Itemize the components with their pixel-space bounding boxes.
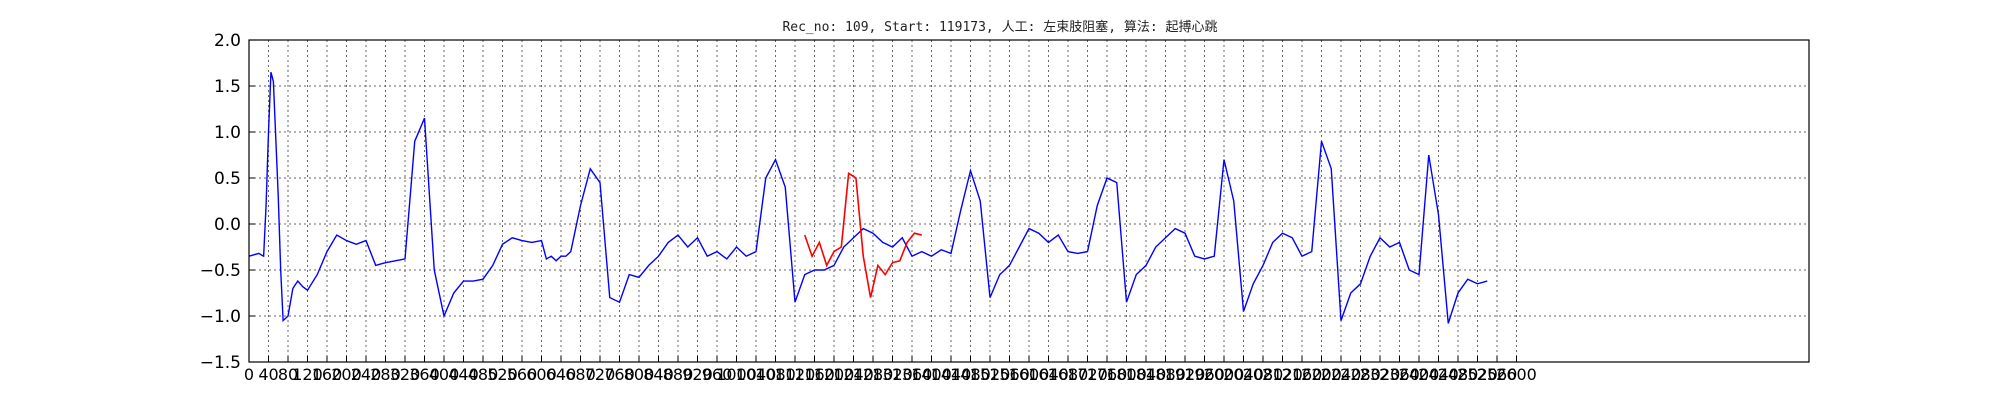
x-tick-label: 1200	[814, 365, 855, 384]
x-tick-label: 2160	[1282, 365, 1323, 384]
x-tick-label: 2440	[1418, 365, 1459, 384]
x-tick-label: 920	[682, 365, 713, 384]
x-tick-label: 1920	[1165, 365, 1206, 384]
y-tick-label: 2.0	[214, 31, 241, 51]
x-tick-label: 720	[585, 365, 616, 384]
x-tick-label: 1080	[755, 365, 796, 384]
series-layer	[248, 72, 1488, 324]
x-tick-label: 2400	[1399, 365, 1440, 384]
x-tick-label: 320	[390, 365, 421, 384]
y-tick-label: −1.5	[200, 353, 241, 373]
x-tick-label: 440	[448, 365, 479, 384]
x-tick-label: 200	[331, 365, 362, 384]
x-tick-label: 2480	[1438, 365, 1479, 384]
x-tick-label: 400	[429, 365, 460, 384]
x-tick-label: 1360	[892, 365, 933, 384]
series-line-extra	[931, 140, 1488, 324]
x-tick-label: 1480	[950, 365, 991, 384]
x-tick-label: 2080	[1243, 365, 1284, 384]
x-tick-label: 1520	[970, 365, 1011, 384]
x-tick-label: 640	[546, 365, 577, 384]
x-tick-label: 680	[565, 365, 596, 384]
highlight-segment	[803, 172, 922, 298]
x-tick-label: 160	[312, 365, 343, 384]
y-tick-label: 0.0	[214, 215, 241, 235]
y-tick-labels: −1.5 −1.0 −0.5 0.0 0.5 1.0 1.5 2.0	[200, 31, 255, 373]
x-tick-label: 1040	[736, 365, 777, 384]
x-tick-label: 2000	[1204, 365, 1245, 384]
x-tick-label: 1320	[872, 365, 913, 384]
x-tick-labels: 0 40 8012016020024028032036040044048052056…	[244, 356, 1537, 384]
x-tick-label: 1680	[1048, 365, 1089, 384]
x-tick-label: 2600	[1496, 365, 1537, 384]
x-tick-label: 560	[507, 365, 538, 384]
x-tick-label: 2320	[1360, 365, 1401, 384]
x-tick-label: 2280	[1340, 365, 1381, 384]
x-tick-label: 1280	[853, 365, 894, 384]
x-tick-label: 760	[604, 365, 635, 384]
y-tick-label: −1.0	[200, 307, 241, 327]
x-tick-label: 800	[624, 365, 655, 384]
chart-title: Rec_no: 109, Start: 119173, 人工: 左束肢阻塞, 算…	[782, 19, 1217, 35]
x-tick-label: 280	[370, 365, 401, 384]
x-tick-label: 40	[258, 365, 278, 384]
x-tick-label: 1120	[775, 365, 816, 384]
x-tick-label: 80	[278, 365, 298, 384]
x-tick-label: 1440	[931, 365, 972, 384]
x-tick-label: 2120	[1262, 365, 1303, 384]
x-tick-label: 1720	[1067, 365, 1108, 384]
x-tick-label: 1400	[911, 365, 952, 384]
y-tick-label: −0.5	[200, 261, 241, 281]
x-tick-label: 2040	[1223, 365, 1264, 384]
x-tick-label: 840	[643, 365, 674, 384]
x-tick-label: 2360	[1379, 365, 1420, 384]
series-line	[248, 72, 932, 323]
x-tick-label: 2200	[1301, 365, 1342, 384]
x-tick-label: 1640	[1028, 365, 1069, 384]
x-tick-label: 1000	[716, 365, 757, 384]
y-tick-label: 1.5	[214, 77, 241, 97]
x-tick-label: 1760	[1087, 365, 1128, 384]
x-tick-label: 600	[526, 365, 557, 384]
x-tick-label: 1840	[1126, 365, 1167, 384]
x-tick-label: 2520	[1457, 365, 1498, 384]
x-tick-label: 2560	[1477, 365, 1518, 384]
x-tick-label: 480	[468, 365, 499, 384]
y-tick-label: 0.5	[214, 169, 241, 189]
x-tick-label: 0	[244, 365, 254, 384]
x-tick-label: 1160	[794, 365, 835, 384]
x-tick-label: 880	[663, 365, 694, 384]
x-tick-label: 240	[351, 365, 382, 384]
x-tick-label: 1800	[1106, 365, 1147, 384]
x-tick-label: 1240	[833, 365, 874, 384]
x-tick-label: 520	[487, 365, 518, 384]
grid-x	[268, 40, 1517, 362]
x-tick-label: 1880	[1145, 365, 1186, 384]
x-tick-label: 120	[292, 365, 323, 384]
y-tick-label: 1.0	[214, 123, 241, 143]
x-tick-label: 2240	[1321, 365, 1362, 384]
x-tick-label: 1560	[989, 365, 1030, 384]
x-tick-label: 360	[409, 365, 440, 384]
x-tick-label: 1960	[1184, 365, 1225, 384]
x-tick-label: 1600	[1009, 365, 1050, 384]
x-tick-label: 960	[702, 365, 733, 384]
